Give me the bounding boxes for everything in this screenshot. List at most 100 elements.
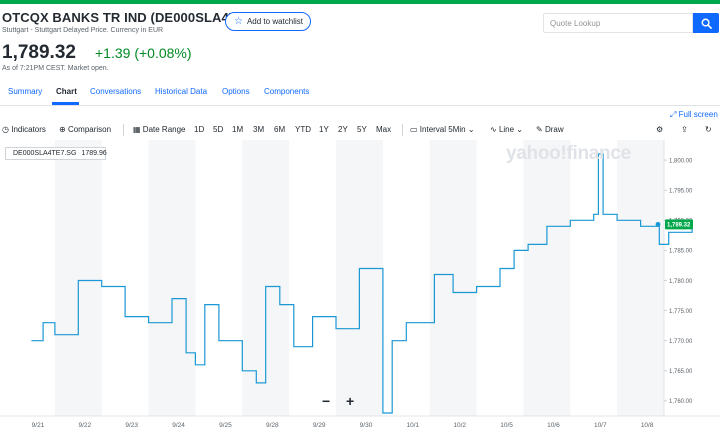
- page-title: OTCQX BANKS TR IND (DE000SLA4TE7.SG): [2, 10, 281, 25]
- y-tick-label: 1,765.00: [669, 369, 693, 375]
- calendar-icon: ▦: [133, 125, 141, 134]
- as-of-timestamp: As of 7:21PM CEST. Market open.: [2, 65, 109, 72]
- interval-value: 5Min: [448, 125, 466, 134]
- x-tick-label: 10/1: [407, 422, 420, 429]
- x-tick-label: 10/5: [500, 422, 513, 429]
- x-tick-label: 9/25: [219, 422, 232, 429]
- last-price-tag: [665, 219, 693, 230]
- day-band: [523, 140, 571, 416]
- y-tick-label: 1,760.00: [669, 399, 693, 405]
- settings-button[interactable]: ⚙: [656, 125, 663, 134]
- range-1d-button[interactable]: 1D: [194, 125, 205, 134]
- last-price-label: 1,789.32: [667, 223, 691, 229]
- zoom-out-button[interactable]: −: [322, 393, 331, 409]
- add-to-watchlist-label: Add to watchlist: [246, 17, 303, 26]
- legend-value: 1789.96: [81, 150, 107, 157]
- range-ytd-button[interactable]: YTD: [295, 125, 311, 134]
- y-tick-label: 1,785.00: [669, 249, 693, 255]
- pencil-icon: ✎: [536, 125, 543, 134]
- x-tick-label: 9/21: [32, 422, 45, 429]
- refresh-icon: ↻: [705, 125, 712, 134]
- top-accent-bar: [0, 0, 720, 4]
- share-icon: ⇪: [681, 125, 688, 134]
- full-screen-label: Full screen: [678, 110, 718, 119]
- chart-type-button[interactable]: ∿ Line ⌄: [490, 125, 523, 134]
- range-5d-button[interactable]: 5D: [213, 125, 224, 134]
- add-to-watchlist-button[interactable]: ☆ Add to watchlist: [225, 12, 311, 31]
- chart-toolbar: ◷ Indicators ⊕ Comparison ▦ Date Range 1…: [0, 122, 720, 140]
- expand-icon: ⤢: [670, 110, 677, 119]
- y-tick-label: 1,780.00: [669, 279, 693, 285]
- candles-icon: ▭: [410, 125, 418, 134]
- x-tick-label: 10/7: [594, 422, 607, 429]
- draw-label: Draw: [544, 125, 564, 134]
- date-range-button[interactable]: ▦ Date Range: [133, 125, 186, 134]
- tab-options[interactable]: Options: [222, 87, 250, 96]
- add-circle-icon: ⊕: [59, 125, 66, 134]
- interval-label: Interval: [419, 125, 447, 134]
- search-icon: [701, 18, 712, 29]
- price-series-line: [31, 153, 693, 414]
- gear-icon: ⚙: [656, 125, 664, 134]
- x-tick-label: 9/29: [313, 422, 326, 429]
- day-band: [148, 140, 196, 416]
- range-6m-button[interactable]: 6M: [274, 125, 286, 134]
- x-tick-label: 10/2: [453, 422, 466, 429]
- current-price: 1,789.32: [2, 42, 76, 63]
- refresh-button[interactable]: ↻: [705, 125, 712, 134]
- range-3m-button[interactable]: 3M: [253, 125, 265, 134]
- last-price-dot: [655, 221, 661, 227]
- quote-tabs: Summary Chart Conversations Historical D…: [0, 82, 720, 106]
- indicators-button[interactable]: ◷ Indicators: [2, 125, 46, 134]
- indicators-label: Indicators: [11, 125, 46, 134]
- range-1y-button[interactable]: 1Y: [319, 125, 329, 134]
- chevron-down-icon: ⌄: [514, 125, 523, 134]
- range-2y-button[interactable]: 2Y: [338, 125, 348, 134]
- toolbar-divider: [123, 124, 124, 136]
- y-tick-label: 1,800.00: [669, 158, 693, 164]
- x-tick-label: 9/30: [360, 422, 373, 429]
- tab-historical-data[interactable]: Historical Data: [155, 87, 208, 96]
- tab-summary[interactable]: Summary: [8, 87, 43, 96]
- legend-symbol: DE000SLA4TE7.SG: [13, 150, 77, 157]
- y-tick-label: 1,795.00: [669, 188, 693, 194]
- star-icon: ☆: [234, 16, 243, 27]
- tab-conversations[interactable]: Conversations: [90, 87, 142, 96]
- x-tick-label: 10/6: [547, 422, 560, 429]
- y-tick-label: 1,775.00: [669, 309, 693, 315]
- day-band: [617, 140, 664, 416]
- tab-components[interactable]: Components: [264, 87, 310, 96]
- quote-lookup-input[interactable]: [543, 13, 693, 33]
- range-1m-button[interactable]: 1M: [232, 125, 244, 134]
- day-band: [54, 140, 102, 416]
- x-tick-label: 9/22: [79, 422, 92, 429]
- price-change: +1.39 (+0.08%): [95, 45, 192, 61]
- x-tick-label: 9/28: [266, 422, 279, 429]
- tab-chart[interactable]: Chart: [56, 87, 77, 96]
- comparison-label: Comparison: [67, 125, 112, 134]
- price-chart[interactable]: 1,800.001,795.001,790.001,785.001,780.00…: [0, 140, 720, 432]
- x-tick-label: 9/24: [172, 422, 185, 429]
- active-tab-indicator: [52, 102, 79, 105]
- chart-type-label: Line: [498, 125, 515, 134]
- clock-icon: ◷: [2, 125, 9, 134]
- date-range-label: Date Range: [142, 125, 186, 134]
- line-chart-icon: ∿: [490, 125, 497, 134]
- x-tick-label: 10/8: [641, 422, 654, 429]
- chart-legend: DE000SLA4TE7.SG 1789.96: [5, 147, 107, 160]
- chevron-down-icon: ⌄: [465, 125, 475, 134]
- draw-button[interactable]: ✎ Draw: [536, 125, 564, 134]
- share-button[interactable]: ⇪: [681, 125, 688, 134]
- x-tick-label: 9/23: [125, 422, 138, 429]
- y-tick-label: 1,770.00: [669, 339, 693, 345]
- comparison-button[interactable]: ⊕ Comparison: [59, 125, 111, 134]
- range-max-button[interactable]: Max: [376, 125, 392, 134]
- search-button[interactable]: [693, 13, 719, 33]
- exchange-subtitle: Stuttgart - Stuttgart Delayed Price. Cur…: [2, 27, 164, 34]
- full-screen-button[interactable]: ⤢ Full screen: [670, 110, 718, 120]
- interval-button[interactable]: ▭ Interval 5Min ⌄: [410, 125, 475, 134]
- zoom-in-button[interactable]: +: [346, 393, 355, 409]
- yahoo-finance-watermark: yahoo!finance: [506, 143, 631, 164]
- range-5y-button[interactable]: 5Y: [357, 125, 367, 134]
- toolbar-divider: [402, 124, 403, 136]
